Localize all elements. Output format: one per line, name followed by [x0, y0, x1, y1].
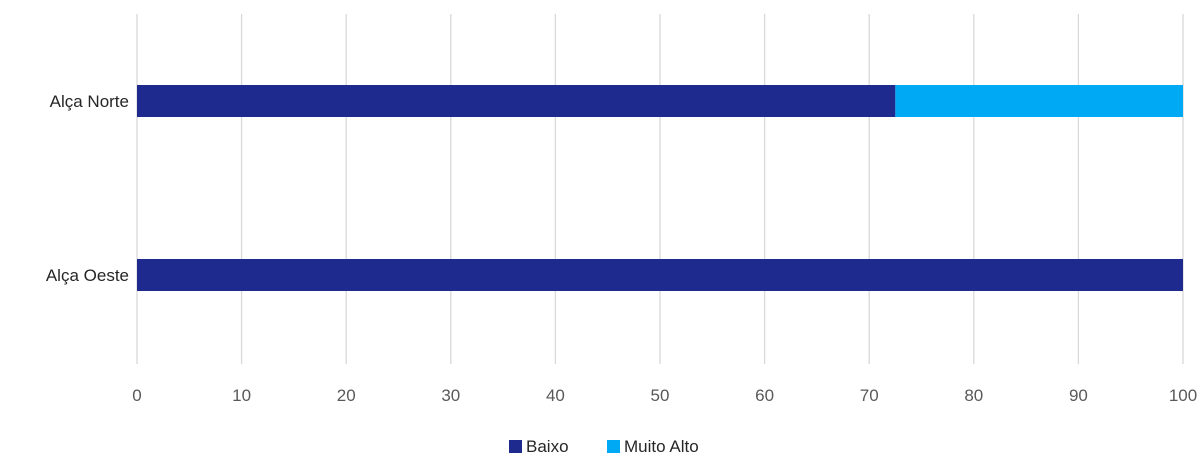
x-tick-label: 30: [441, 386, 460, 405]
bars: [137, 85, 1183, 291]
bar-segment: [895, 85, 1183, 117]
x-tick-label: 70: [860, 386, 879, 405]
bar-segment: [137, 259, 1183, 291]
x-tick-label: 0: [132, 386, 141, 405]
x-tick-label: 40: [546, 386, 565, 405]
x-tick-label: 80: [964, 386, 983, 405]
legend: Baixo Muito Alto: [509, 437, 699, 454]
bar-segment: [137, 85, 896, 117]
x-tick-label: 90: [1069, 386, 1088, 405]
x-tick-label: 10: [232, 386, 251, 405]
legend-label: Muito Alto: [624, 437, 699, 454]
x-tick-label: 50: [651, 386, 670, 405]
legend-swatch: [607, 440, 620, 453]
legend-swatch: [509, 440, 522, 453]
x-tick-label: 20: [337, 386, 356, 405]
gridlines: [136, 14, 1184, 364]
category-label: Alça Oeste: [46, 266, 129, 285]
x-tick-label: 60: [755, 386, 774, 405]
legend-label: Baixo: [526, 437, 569, 454]
category-label: Alça Norte: [50, 92, 129, 111]
x-axis-ticks: 0 10 20 30 40 50 60 70 80 90 100: [132, 386, 1197, 405]
x-tick-label: 100: [1169, 386, 1197, 405]
y-axis-categories: Alça Norte Alça Oeste: [46, 92, 129, 285]
